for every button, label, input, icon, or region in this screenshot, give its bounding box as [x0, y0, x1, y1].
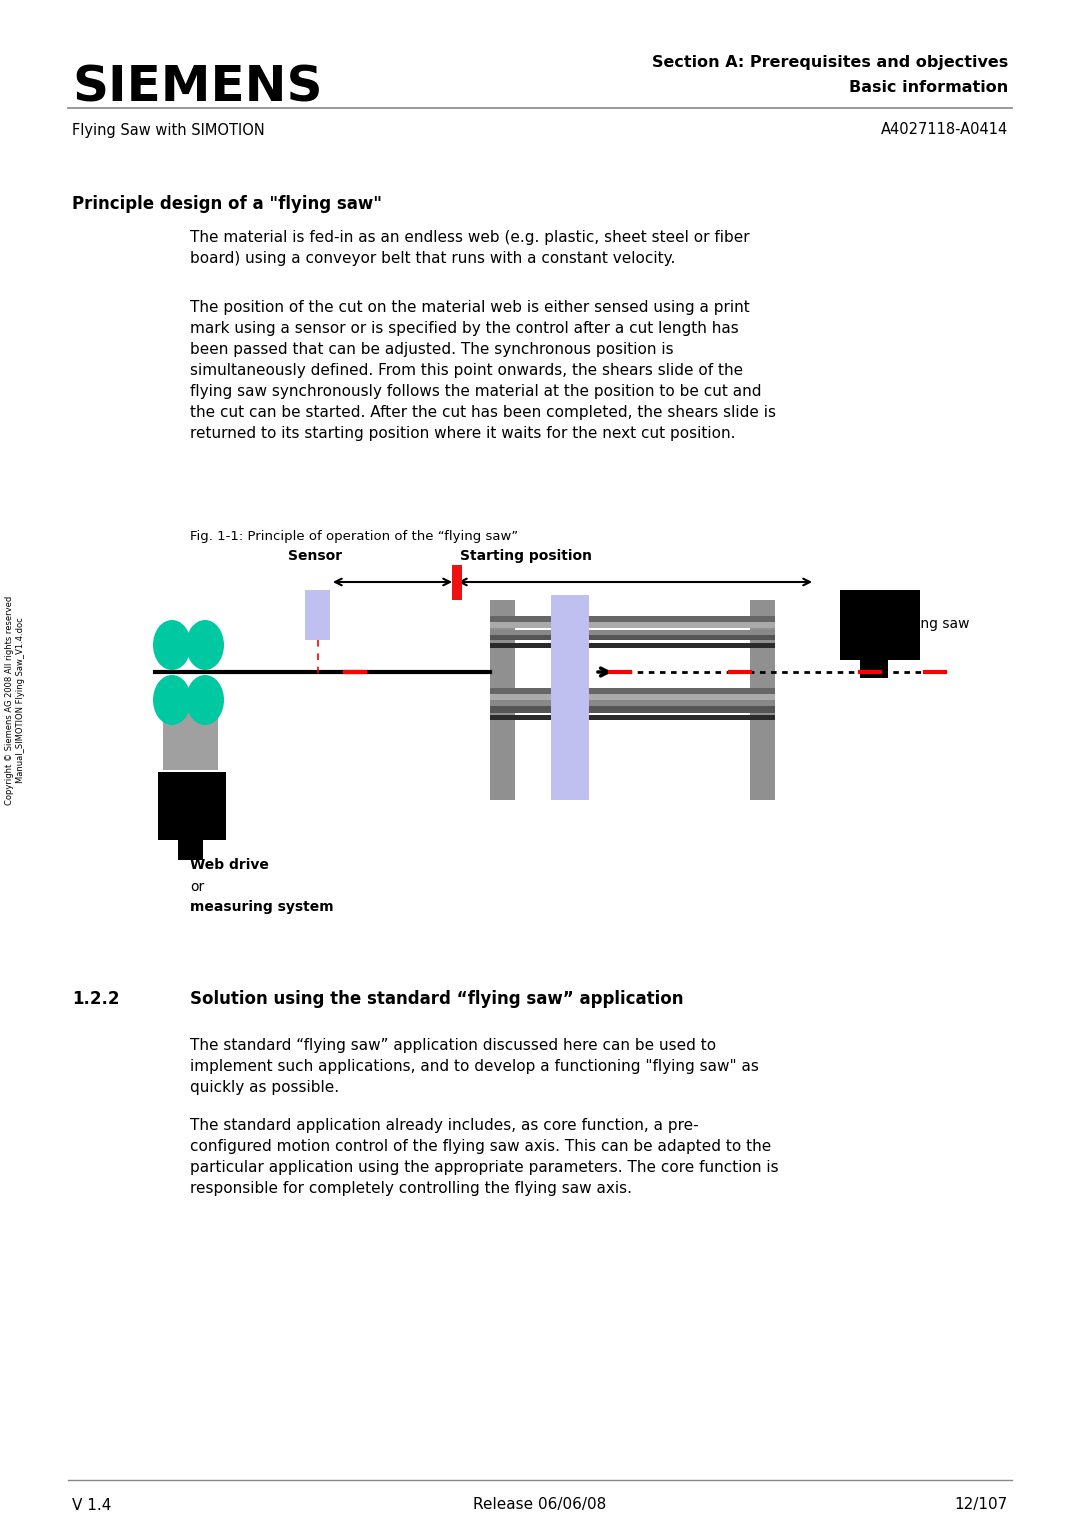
- Ellipse shape: [153, 620, 191, 669]
- Text: Starting position: Starting position: [460, 549, 592, 562]
- Text: or: or: [190, 880, 204, 894]
- Text: Release 06/06/08: Release 06/06/08: [473, 1497, 607, 1513]
- Bar: [551, 594, 589, 801]
- Text: SIEMENS: SIEMENS: [72, 64, 323, 112]
- Ellipse shape: [153, 675, 191, 724]
- Bar: [490, 706, 775, 714]
- Bar: [490, 630, 775, 636]
- Bar: [305, 590, 330, 640]
- Text: 12/107: 12/107: [955, 1497, 1008, 1513]
- Polygon shape: [555, 648, 585, 672]
- Bar: [163, 700, 218, 770]
- Text: Fig. 1-1: Principle of operation of the “flying saw”: Fig. 1-1: Principle of operation of the …: [190, 530, 518, 542]
- Bar: [750, 601, 775, 801]
- Text: The position of the cut on the material web is either sensed using a print
mark : The position of the cut on the material …: [190, 299, 777, 442]
- Bar: [490, 620, 775, 628]
- Text: Copyright © Siemens AG 2008 All rights reserved
Manual_SIMOTION Flying Saw_V1.4.: Copyright © Siemens AG 2008 All rights r…: [4, 596, 26, 805]
- Bar: [490, 633, 775, 640]
- Bar: [860, 656, 888, 678]
- Bar: [490, 694, 775, 700]
- Text: Principle design of a "flying saw": Principle design of a "flying saw": [72, 196, 382, 212]
- Polygon shape: [555, 694, 585, 720]
- Text: The standard application already includes, as core function, a pre-
configured m: The standard application already include…: [190, 1118, 779, 1196]
- Text: Basic information: Basic information: [849, 81, 1008, 95]
- Text: The standard “flying saw” application discussed here can be used to
implement su: The standard “flying saw” application di…: [190, 1038, 759, 1096]
- Text: Solution using the standard “flying saw” application: Solution using the standard “flying saw”…: [190, 990, 684, 1008]
- Text: Web drive: Web drive: [190, 859, 269, 872]
- Bar: [490, 698, 775, 706]
- Text: measuring system: measuring system: [190, 900, 334, 914]
- Bar: [490, 643, 775, 648]
- Text: Flying Saw with SIMOTION: Flying Saw with SIMOTION: [72, 122, 265, 138]
- Text: V 1.4: V 1.4: [72, 1497, 111, 1513]
- Ellipse shape: [186, 620, 224, 669]
- Text: The material is fed-in as an endless web (e.g. plastic, sheet steel or fiber
boa: The material is fed-in as an endless web…: [190, 231, 750, 266]
- Text: Sensor: Sensor: [288, 549, 342, 562]
- Bar: [178, 834, 203, 860]
- Text: Section A: Prerequisites and objectives: Section A: Prerequisites and objectives: [651, 55, 1008, 69]
- Bar: [453, 565, 462, 601]
- Bar: [158, 772, 226, 840]
- Bar: [490, 688, 775, 694]
- Bar: [840, 590, 920, 660]
- Text: A4027118-A0414: A4027118-A0414: [881, 122, 1008, 138]
- Bar: [490, 715, 775, 720]
- Ellipse shape: [186, 675, 224, 724]
- Text: Drive of flying saw: Drive of flying saw: [840, 617, 970, 631]
- Bar: [490, 616, 775, 622]
- Bar: [490, 601, 515, 801]
- Text: 1.2.2: 1.2.2: [72, 990, 120, 1008]
